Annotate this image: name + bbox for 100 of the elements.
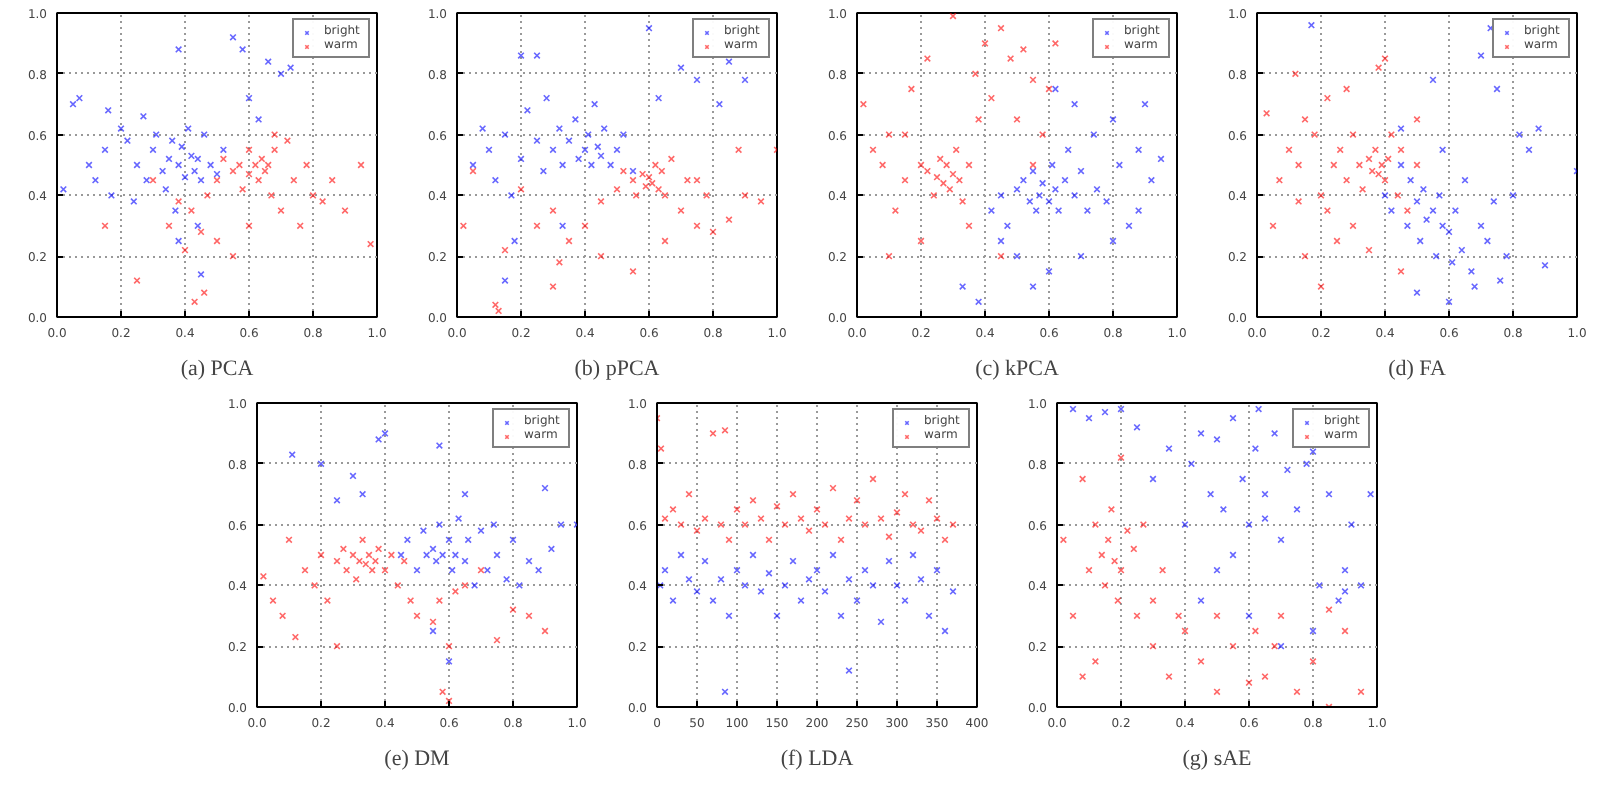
point [525, 557, 533, 565]
point [1077, 167, 1085, 175]
point [936, 155, 944, 163]
point [419, 527, 428, 535]
point [1419, 185, 1428, 193]
point [448, 566, 456, 574]
point [245, 170, 253, 178]
point [310, 581, 319, 590]
point [517, 155, 525, 163]
text: (b) pPCA [574, 357, 660, 381]
point [59, 185, 68, 193]
point [435, 520, 444, 529]
point [501, 246, 509, 254]
point [1347, 520, 1356, 529]
point [974, 115, 983, 124]
point [909, 551, 917, 559]
point [658, 167, 666, 175]
point [515, 581, 524, 590]
point [1104, 536, 1112, 544]
point [181, 246, 189, 254]
point [1270, 429, 1279, 438]
point [1515, 130, 1524, 139]
point [1458, 246, 1466, 254]
point [197, 228, 205, 236]
point [702, 191, 711, 200]
point [958, 197, 967, 206]
point [429, 618, 437, 626]
point [541, 627, 549, 635]
point [507, 191, 516, 200]
point [283, 137, 292, 145]
point [406, 596, 415, 605]
point [1109, 237, 1117, 245]
point [429, 545, 437, 553]
point [1384, 155, 1392, 163]
point [1064, 146, 1072, 154]
point [1413, 161, 1421, 169]
point [997, 237, 1005, 245]
point [1134, 206, 1143, 215]
point [1083, 206, 1092, 215]
point [245, 94, 253, 102]
point [493, 636, 501, 644]
point [1006, 54, 1015, 63]
point [1334, 596, 1343, 605]
point [478, 124, 487, 133]
point [829, 484, 837, 492]
point [464, 536, 472, 544]
point [1387, 130, 1396, 139]
point [629, 167, 637, 175]
point [1365, 246, 1373, 254]
point [213, 237, 221, 245]
point [133, 161, 141, 169]
point [709, 228, 717, 236]
point [1054, 206, 1063, 215]
point [1130, 545, 1138, 553]
point [693, 76, 701, 84]
point [286, 64, 295, 72]
point [400, 557, 408, 565]
point [374, 435, 383, 444]
point [328, 176, 336, 184]
point [1448, 258, 1456, 266]
point [238, 45, 247, 54]
point [642, 182, 650, 190]
point [454, 514, 463, 523]
point [267, 191, 276, 200]
point [1149, 475, 1157, 483]
point [1403, 206, 1412, 215]
point [1102, 197, 1111, 206]
point [178, 143, 186, 151]
point [677, 551, 685, 559]
point [352, 575, 360, 583]
point [555, 124, 564, 133]
point [949, 13, 957, 20]
point [317, 551, 325, 559]
point [451, 587, 460, 596]
point [365, 551, 373, 559]
point [1429, 76, 1437, 84]
point [917, 237, 925, 245]
point [432, 557, 440, 565]
point [323, 596, 332, 605]
point [1051, 39, 1060, 48]
point [254, 115, 263, 124]
point [1035, 191, 1044, 200]
point [619, 130, 628, 139]
text: (e) DM [384, 747, 451, 771]
point [1422, 216, 1431, 224]
point [194, 222, 202, 230]
point [1397, 161, 1405, 169]
point [1251, 444, 1260, 453]
point [270, 130, 279, 139]
point [1181, 627, 1189, 635]
point [1358, 185, 1367, 193]
point [290, 176, 298, 184]
point [445, 697, 453, 705]
point [1341, 627, 1349, 635]
point [349, 472, 357, 480]
point [107, 191, 116, 200]
point [174, 45, 183, 54]
point [1229, 551, 1237, 559]
point [1470, 282, 1479, 291]
point [174, 197, 183, 206]
